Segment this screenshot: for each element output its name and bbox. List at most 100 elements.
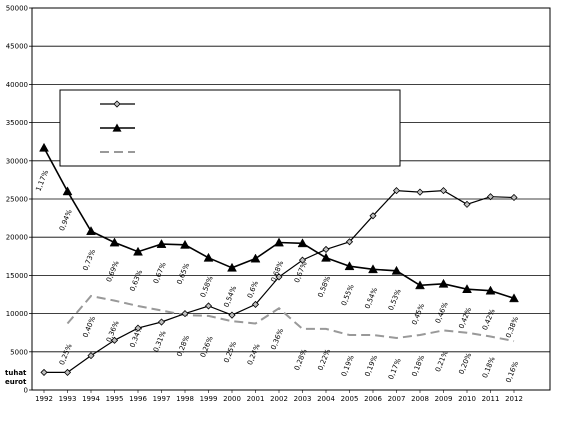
triangle-point [485,285,496,295]
x-tick-label: 2000 [223,395,241,403]
triangle-point [39,142,49,152]
data-label: 0,58% [316,275,332,299]
data-label: 0,42% [481,307,497,331]
data-label: 0,16% [504,360,520,384]
x-tick-label: 2007 [388,395,406,403]
x-tick-label: 2006 [364,395,382,403]
diamond-point [251,300,260,308]
data-label: 0,53% [387,288,403,312]
triangle-point [62,186,73,196]
diamond-point [322,245,330,253]
x-tick-label: 2010 [458,395,476,403]
triangle-point [86,226,96,235]
y-axis-label: tuhat eurot [5,369,27,386]
data-label: 0,54% [363,286,379,310]
x-tick-label: 1998 [176,395,194,403]
x-tick-label: 2005 [341,395,359,403]
triangle-point [415,280,425,290]
diamond-point [134,324,142,332]
y-tick-label: 25000 [6,196,28,204]
diamond-point [439,187,448,195]
diamond-point [181,310,189,318]
triangle-point [274,237,284,247]
data-label: 0,58% [199,275,215,299]
legend-marker-diamond [113,100,121,108]
data-label: 0,25% [58,342,74,366]
triangle-point [109,237,120,247]
x-tick-label: 2002 [270,395,288,403]
data-label: 0,20% [457,352,473,376]
data-label: 0,94% [58,208,74,232]
data-label: 0,28% [175,334,191,358]
x-tick-label: 1993 [59,395,77,403]
data-label: 0,18% [410,354,426,378]
diamond-point [87,352,95,360]
data-label: 0,55% [340,283,356,307]
x-tick-label: 2012 [505,395,523,403]
x-tick-label: 1996 [129,395,147,403]
diamond-point [486,193,495,201]
data-label: 0,21% [434,349,450,373]
y-tick-label: 0 [24,387,28,395]
x-tick-label: 2009 [435,395,453,403]
series-line-dashed [66,294,515,343]
triangle-point [438,278,449,288]
diamond-point [510,193,518,202]
x-tick-label: 1999 [200,395,218,403]
y-tick-label: 15000 [6,272,28,280]
triangle-point [227,262,237,272]
data-label: 1,17% [34,169,50,193]
triangle-point [344,261,355,271]
triangle-point [391,265,402,275]
data-label: 0,24% [246,342,262,366]
x-tick-label: 2008 [411,395,429,403]
data-label: 0,42% [457,306,473,330]
triangle-point [133,246,143,256]
x-tick-label: 1997 [153,395,171,403]
triangle-point [203,252,214,262]
data-label: 0,40% [81,315,97,339]
y-tick-label: 40000 [6,81,28,89]
data-label: 0,46% [434,301,450,325]
data-label: 0,63% [128,269,144,293]
y-tick-label: 10000 [6,310,28,318]
data-label: 0,54% [222,285,238,309]
y-tick-label: 35000 [6,119,28,127]
x-tick-label: 1992 [35,395,53,403]
data-label: 0,67% [293,260,309,284]
y-tick-label: 50000 [6,5,28,13]
x-tick-label: 2011 [482,395,500,403]
data-label: 0,19% [363,354,379,378]
x-tick-label: 2003 [294,395,312,403]
triangle-point [156,239,167,248]
y-tick-label: 5000 [10,348,28,356]
y-tick-label: 20000 [6,234,28,242]
triangle-point [297,238,308,248]
diamond-point [110,336,119,344]
y-tick-label: 30000 [6,157,28,165]
triangle-point [250,253,261,263]
diamond-point [228,311,236,319]
triangle-point [321,252,331,262]
diamond-point [463,200,471,208]
data-label: 0,69% [105,259,121,283]
data-label: 0,73% [81,248,97,272]
data-label: 0,36% [269,327,285,351]
diamond-point [392,187,401,195]
x-tick-label: 2001 [247,395,265,403]
x-tick-label: 1994 [82,395,100,403]
data-label: 0,31% [152,329,168,353]
triangle-point [180,239,190,249]
data-label: 0,67% [152,261,168,285]
diamond-point [369,212,377,220]
data-label: 0,26% [199,335,215,359]
data-label: 0,38% [504,315,520,339]
diamond-point [298,256,307,264]
triangle-point [462,284,472,294]
data-label: 0,18% [481,355,497,379]
diamond-point [204,302,213,310]
triangle-point [368,264,378,274]
y-tick-label: 45000 [6,43,28,51]
x-tick-label: 1995 [106,395,124,403]
